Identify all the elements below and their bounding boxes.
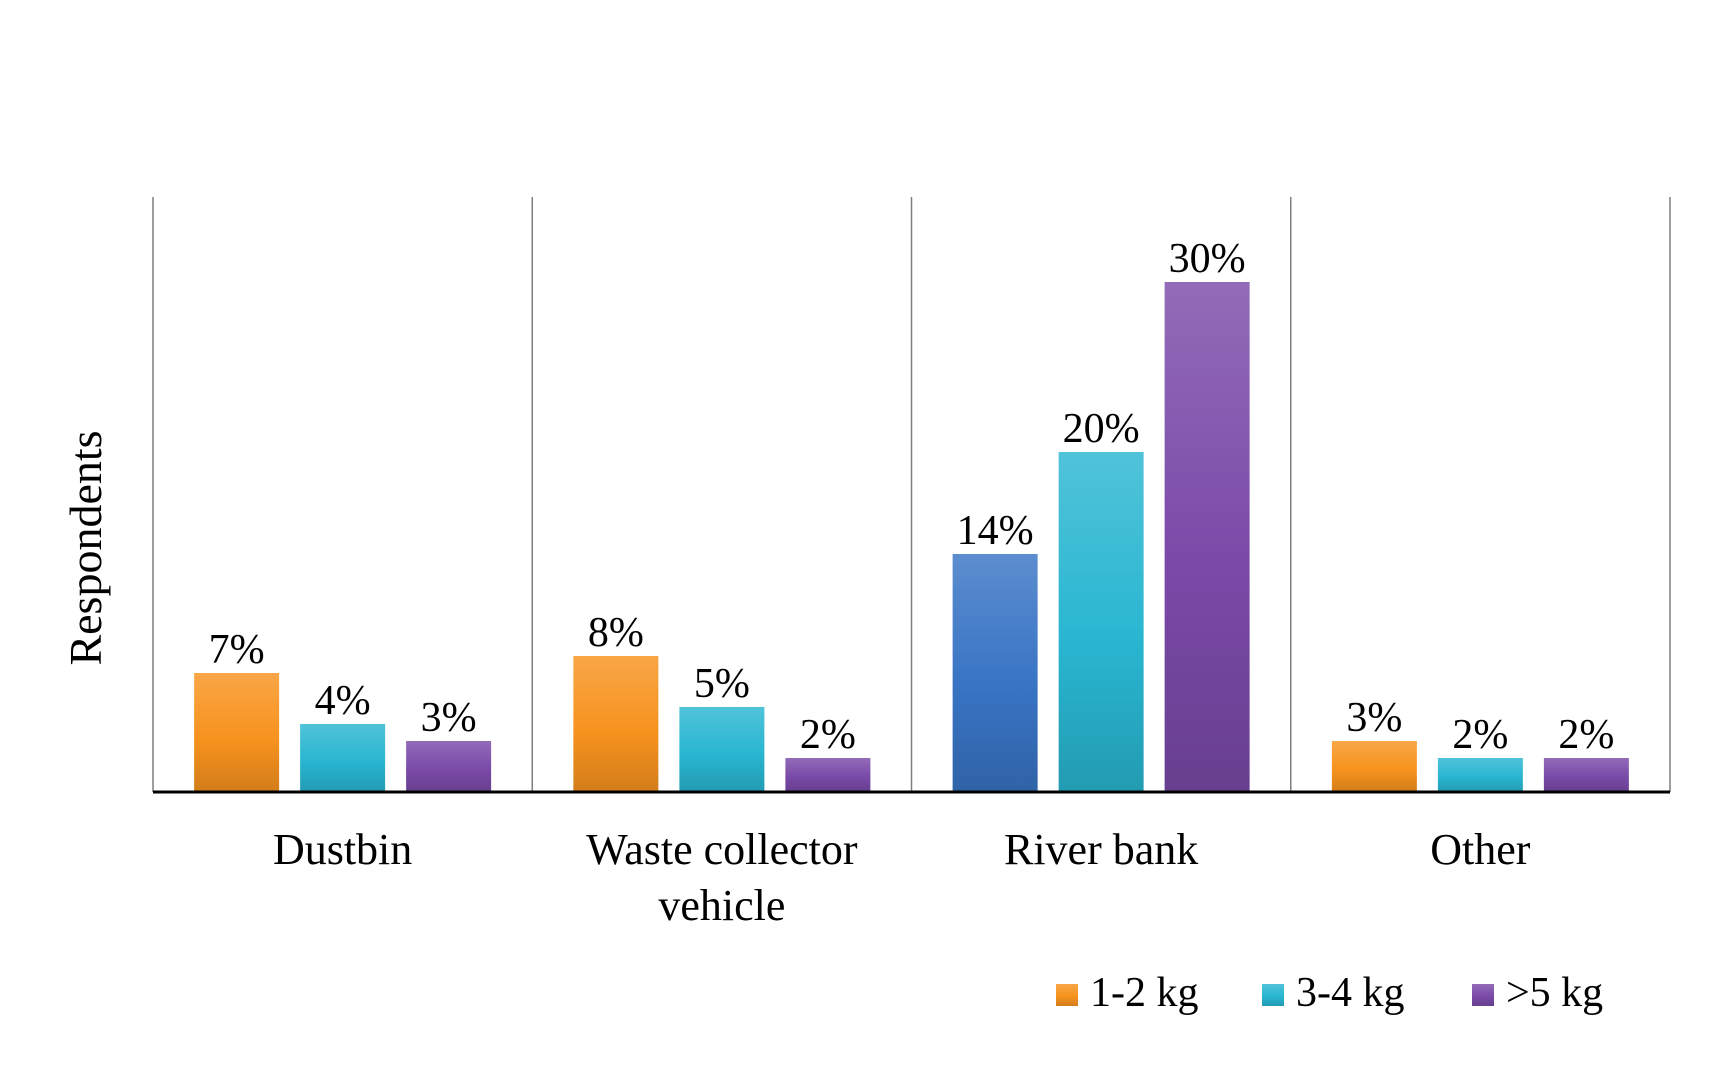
data-label: 2%: [800, 712, 856, 758]
data-label: 3%: [421, 695, 477, 741]
data-label: 8%: [588, 610, 644, 656]
bar: [679, 707, 765, 792]
x-tick-label: vehicle: [658, 881, 785, 930]
bar: [1331, 741, 1417, 792]
legend: 1-2 kg 3-4 kg >5 kg: [1056, 970, 1603, 1016]
legend-label: 3-4 kg: [1296, 970, 1405, 1016]
legend-swatch: [1472, 984, 1494, 1006]
legend-label: >5 kg: [1506, 970, 1603, 1016]
bar: [1543, 758, 1629, 792]
bar: [406, 741, 492, 792]
x-tick-label: Waste collector: [586, 825, 858, 874]
x-tick-labels: Dustbin Waste collector vehicle River bank O…: [273, 825, 1531, 930]
data-label: 5%: [694, 661, 750, 707]
data-label: 7%: [209, 627, 265, 673]
bar: [785, 758, 871, 792]
bar: [1058, 452, 1144, 792]
bar: [573, 656, 659, 792]
bar-group: [194, 282, 1629, 792]
data-label: 2%: [1558, 712, 1614, 758]
bar: [952, 554, 1038, 792]
data-label: 4%: [315, 678, 371, 724]
data-label: 2%: [1452, 712, 1508, 758]
bar: [1437, 758, 1523, 792]
data-label: 14%: [957, 508, 1034, 554]
data-label: 20%: [1063, 406, 1140, 452]
x-tick-label: Other: [1430, 825, 1531, 874]
legend-swatch: [1056, 984, 1078, 1006]
x-tick-label: Dustbin: [273, 825, 412, 874]
legend-label: 1-2 kg: [1090, 970, 1199, 1016]
data-label: 3%: [1346, 695, 1402, 741]
bar: [1164, 282, 1250, 792]
bar: [300, 724, 386, 792]
x-tick-label: River bank: [1004, 825, 1198, 874]
y-axis-label: Respondents: [60, 430, 111, 665]
legend-swatch: [1262, 984, 1284, 1006]
bar: [194, 673, 280, 792]
data-label: 30%: [1169, 236, 1246, 282]
data-label-group: 7% 4% 3% 8% 5% 2% 14% 20% 30% 3% 2% 2%: [209, 236, 1615, 758]
category-dividers: [152, 197, 1671, 792]
